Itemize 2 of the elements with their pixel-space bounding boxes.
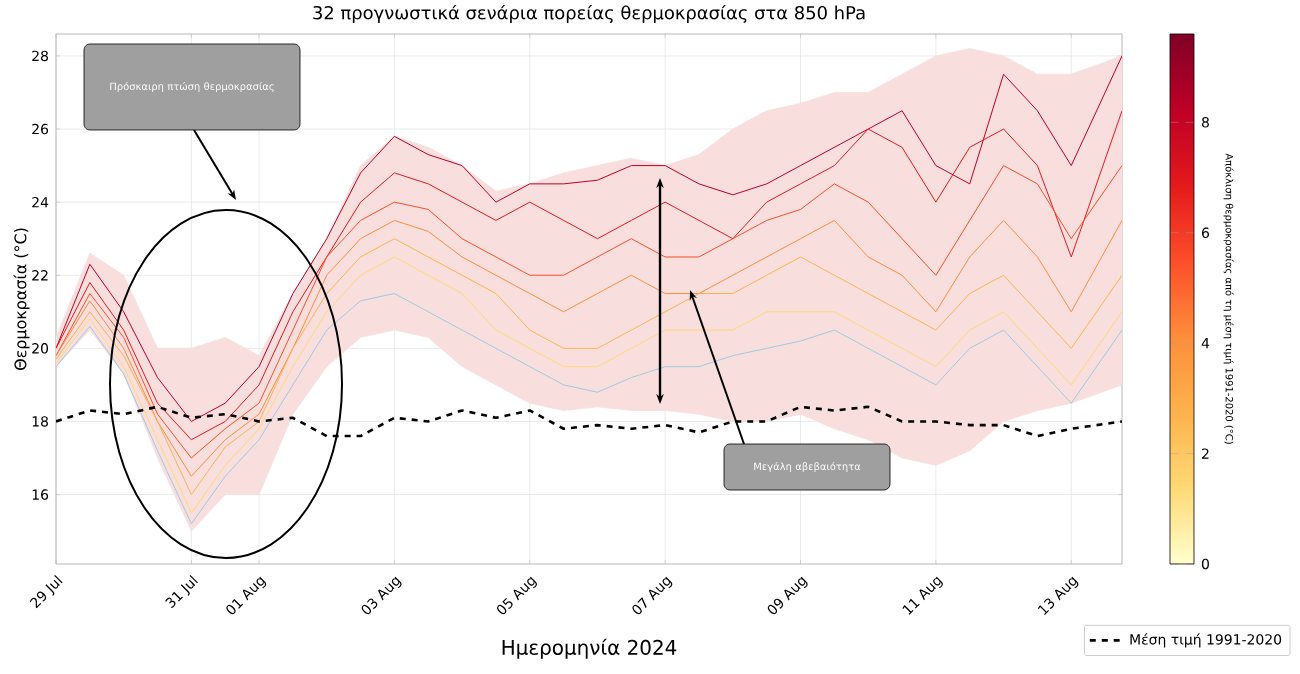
chart-title: 32 προγνωστικά σενάρια πορείας θερμοκρασίας στα 850 hPa bbox=[313, 4, 865, 24]
x-axis-title: Ημερομηνία 2024 bbox=[502, 638, 677, 659]
